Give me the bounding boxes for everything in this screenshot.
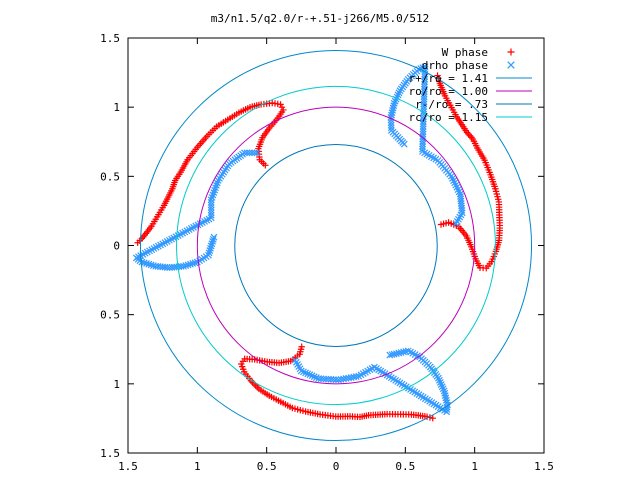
drho-phase-point: [210, 233, 218, 241]
drho-phase-point: [207, 201, 215, 209]
drho-phase-point: [436, 378, 444, 386]
x-tick-label: 0: [333, 460, 340, 473]
drho-phase-point: [306, 371, 314, 379]
x-tick-label: 1.5: [534, 460, 554, 473]
axis-ticks: 1.5 1 0.5 0 0.5 1 1.51.510.500.511.5: [100, 32, 554, 473]
drho-phase-point: [253, 149, 261, 157]
drho-phase-point: [207, 214, 215, 222]
w-phase-point: [298, 343, 305, 350]
drho-phase-point: [251, 149, 258, 157]
legend-label: rc/ro = 1.15: [409, 111, 488, 124]
w-phase-point: [466, 132, 474, 139]
y-tick-label: 0: [113, 240, 120, 253]
legend-label: W phase: [442, 46, 488, 59]
drho-phase-point: [391, 97, 399, 105]
drho-phase-point: [390, 99, 398, 107]
drho-phase-point: [143, 260, 150, 267]
w-phase-point: [434, 72, 441, 79]
circle-r-ro-1-41: [139, 49, 533, 442]
w-phase-point: [277, 101, 284, 108]
drho-phase-point: [207, 206, 215, 214]
y-tick-label: 1: [113, 378, 120, 391]
drho-phase-point: [243, 149, 251, 157]
drho-phase-point: [145, 260, 153, 268]
w-phase-point: [429, 414, 436, 422]
drho-phase-point: [191, 259, 199, 267]
x-tick-label: 1: [194, 460, 201, 473]
drho-phase-point: [193, 258, 201, 266]
drho-phase-point: [140, 259, 148, 267]
drho-phase-point: [310, 373, 318, 381]
y-tick-label: 1.5: [100, 447, 120, 460]
drho-phase-point: [394, 91, 402, 99]
y-tick-label: 1.5: [100, 32, 120, 45]
drho-phase-point: [390, 102, 398, 110]
circle-ro-ro-1-00: [196, 106, 476, 385]
legend-label: drho phase: [422, 59, 488, 72]
drho-phase-point: [147, 261, 155, 269]
drho-phase-point: [207, 204, 215, 211]
drho-phase-point: [304, 370, 312, 378]
drho-phase-point: [315, 375, 322, 382]
drho-phase-point: [387, 127, 395, 134]
drho-phase-point: [387, 124, 395, 132]
drho-phase-point: [302, 369, 310, 377]
drho-phase-point: [291, 356, 299, 364]
drho-phase-point: [438, 383, 446, 391]
legend-label: ro/ro = 1.00: [409, 85, 488, 98]
reference-circles: [139, 49, 533, 442]
drho-phase-point: [149, 262, 157, 269]
chart-title: m3/n1.5/q2.0/r-+.51-j266/M5.0/512: [211, 12, 430, 25]
x-tick-label: 0.5: [257, 460, 277, 473]
drho-phase-point: [439, 385, 447, 393]
y-tick-label: 1: [113, 101, 120, 114]
series-drho-phase: [132, 63, 466, 416]
drho-phase-point: [434, 374, 442, 382]
drho-phase-point: [308, 372, 316, 380]
drho-phase-point: [387, 121, 395, 129]
drho-phase-point: [395, 89, 403, 97]
y-tick-label: 0.5: [100, 309, 120, 322]
drho-phase-point: [152, 262, 160, 270]
drho-phase-point: [186, 260, 194, 268]
drho-phase-point: [209, 235, 217, 243]
drho-phase-point: [435, 376, 443, 384]
x-tick-label: 1.5: [118, 460, 138, 473]
x-tick-label: 0.5: [395, 460, 415, 473]
drho-phase-point: [184, 261, 192, 269]
x-tick-label: 1: [471, 460, 478, 473]
drho-phase-point: [207, 209, 215, 217]
legend-label: r-/ro = .73: [415, 98, 488, 111]
drho-phase-point: [248, 149, 256, 157]
drho-phase-point: [246, 149, 253, 157]
series-w-phase: [134, 72, 504, 422]
drho-phase-point: [207, 211, 215, 219]
drho-phase-point: [452, 220, 460, 227]
drho-phase-point: [312, 374, 320, 382]
drho-phase-point: [241, 149, 248, 157]
y-tick-label: 0.5: [100, 170, 120, 183]
legend-marker-cross: [507, 61, 515, 69]
drho-phase-point: [437, 381, 445, 388]
drho-phase-point: [387, 119, 395, 127]
circle-rc-ro-1-15: [176, 85, 496, 406]
w-phase-point: [437, 221, 445, 228]
drho-phase-point: [189, 260, 197, 267]
w-phase-point: [262, 162, 269, 169]
legend-label: r+/ro = 1.41: [409, 72, 488, 85]
legend-marker-plus: [507, 48, 515, 56]
circle-r-ro-73: [234, 144, 438, 347]
